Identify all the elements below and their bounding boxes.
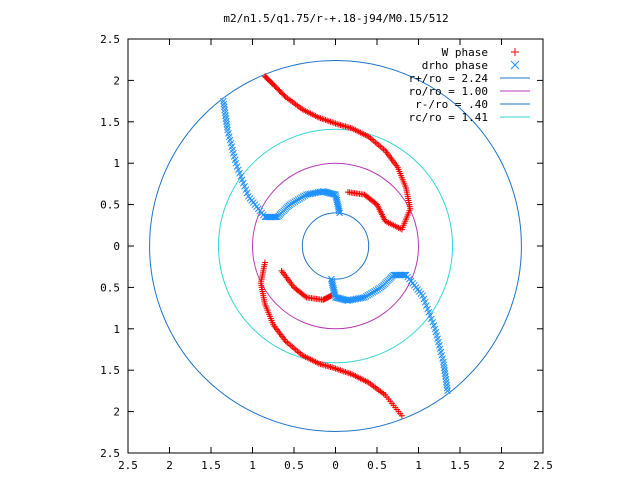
legend-label: drho phase (422, 59, 488, 72)
y-tick-label: 0.5 (100, 199, 120, 212)
y-tick-label: 1.5 (100, 364, 120, 377)
x-tick-label: 2.5 (118, 459, 138, 472)
x-tick-label: 1 (249, 459, 256, 472)
legend-label: r+/ro = 2.24 (409, 72, 489, 85)
drho-phase-point (343, 296, 351, 304)
x-tick-label: 0.5 (367, 459, 387, 472)
drho-phase-point (339, 295, 347, 303)
legend-swatch (511, 48, 519, 56)
x-tick-label: 2.5 (533, 459, 553, 472)
drho-phase-point (392, 271, 400, 279)
legend-label: ro/ro = 1.00 (409, 85, 488, 98)
legend-label: r-/ro = .40 (415, 98, 488, 111)
x-tick-label: 0.5 (284, 459, 304, 472)
drho-phase-point (271, 213, 279, 221)
drho-phase-point (323, 188, 331, 196)
w-phase-point (398, 412, 405, 419)
radius-circle (149, 60, 522, 432)
x-tick-label: 1.5 (450, 459, 470, 472)
y-tick-label: 2.5 (100, 447, 120, 460)
radius-circle (252, 162, 419, 330)
drho-phase-point (324, 189, 332, 197)
drho-phase-point (327, 189, 334, 197)
drho-phase-point (335, 207, 343, 215)
drho-phase-point (337, 295, 344, 303)
y-tick-label: 1.5 (100, 116, 120, 129)
drho-phase-point (325, 189, 333, 197)
drho-phase-point (322, 188, 329, 196)
y-tick-label: 2.5 (100, 33, 120, 46)
y-tick-label: 2 (113, 74, 120, 87)
drho-phase-point (342, 296, 349, 304)
drho-phase-point (340, 296, 348, 304)
x-tick-label: 1 (415, 459, 422, 472)
x-tick-label: 0 (332, 459, 339, 472)
w-phase-point (344, 189, 351, 196)
legend-label: W phase (442, 46, 488, 59)
chart-title: m2/n1.5/q1.75/r-+.18-j94/M0.15/512 (223, 12, 448, 25)
w-phase-point (362, 192, 369, 199)
legend-label: rc/ro = 1.41 (409, 111, 488, 124)
drho-phase-point (319, 187, 327, 195)
drho-phase-point (336, 209, 344, 217)
drho-phase-point (328, 277, 336, 285)
drho-phase-point (338, 295, 346, 303)
drho-phase-point (344, 297, 352, 305)
radius-circle (217, 128, 454, 364)
drho-phase-point (327, 275, 335, 283)
w-phase-point (302, 293, 309, 300)
radius-circle (301, 212, 370, 280)
drho-phase-point (320, 188, 328, 196)
x-tick-label: 2 (166, 459, 173, 472)
y-tick-label: 0.5 (100, 281, 120, 294)
legend-swatch (510, 60, 520, 70)
y-tick-label: 0 (113, 240, 120, 253)
x-tick-label: 2 (498, 459, 505, 472)
x-tick-label: 1.5 (201, 459, 221, 472)
y-tick-label: 1 (113, 323, 120, 336)
y-tick-label: 1 (113, 157, 120, 170)
y-tick-label: 2 (113, 406, 120, 419)
